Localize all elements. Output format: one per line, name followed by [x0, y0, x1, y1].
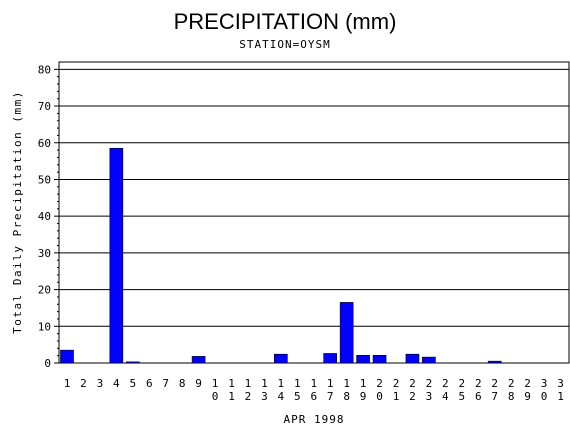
x-tick-label: 2 — [376, 377, 383, 390]
grid-lines — [59, 68, 569, 327]
x-tick-label: 2 — [80, 377, 87, 390]
bar-day-5 — [126, 361, 140, 364]
x-tick-label: 2 — [426, 377, 433, 390]
x-tick-label: 1 — [228, 377, 235, 390]
chart-title: PRECIPITATION (mm) — [174, 9, 397, 34]
x-tick-label: 2 — [409, 390, 416, 403]
x-tick-label: 9 — [195, 377, 202, 390]
x-tick-label: 2 — [508, 377, 515, 390]
x-tick-label: 5 — [129, 377, 136, 390]
x-tick-label: 3 — [97, 377, 104, 390]
y-tick-label: 0 — [44, 357, 51, 370]
bar-day-20 — [372, 354, 387, 364]
x-tick-label: 4 — [113, 377, 120, 390]
x-axis-label: APR 1998 — [284, 413, 345, 426]
plot-area — [58, 61, 570, 364]
y-axis-label: Total Daily Precipitation (mm) — [11, 90, 24, 334]
y-tick-label: 80 — [38, 63, 51, 76]
y-tick-label: 30 — [38, 247, 51, 260]
x-tick-label: 1 — [278, 377, 285, 390]
x-tick-label: 1 — [212, 377, 219, 390]
y-tick-label: 60 — [38, 137, 51, 150]
y-axis-ticks: 0 10 20 30 40 50 60 70 80 — [38, 63, 59, 370]
x-tick-label: 1 — [360, 377, 367, 390]
x-tick-label: 1 — [261, 377, 268, 390]
x-tick-label: 2 — [524, 377, 531, 390]
x-tick-label: 1 — [343, 377, 350, 390]
y-tick-label: 70 — [38, 100, 51, 113]
x-tick-label: 3 — [426, 390, 433, 403]
x-tick-label: 9 — [524, 390, 531, 403]
x-tick-label: 6 — [310, 390, 317, 403]
x-tick-label: 2 — [475, 377, 482, 390]
x-tick-label: 6 — [475, 390, 482, 403]
x-tick-label: 4 — [278, 390, 285, 403]
bar-day-22 — [405, 353, 420, 364]
x-tick-label: 2 — [491, 377, 498, 390]
x-tick-label: 3 — [557, 377, 564, 390]
x-tick-label: 2 — [409, 377, 416, 390]
x-tick-label: 7 — [491, 390, 498, 403]
bar-day-27 — [487, 360, 502, 364]
x-tick-label: 4 — [442, 390, 449, 403]
y-tick-label: 20 — [38, 284, 51, 297]
x-tick-label: 5 — [294, 390, 301, 403]
x-tick-label: 5 — [458, 390, 465, 403]
x-tick-label: 7 — [162, 377, 169, 390]
bar-day-19 — [356, 354, 370, 364]
chart-subtitle: STATION=OYSM — [239, 38, 330, 51]
x-tick-label: 2 — [458, 377, 465, 390]
bar-day-23 — [422, 356, 436, 364]
x-tick-label: 0 — [212, 390, 219, 403]
x-tick-label: 2 — [393, 377, 400, 390]
x-tick-label: 0 — [376, 390, 383, 403]
x-tick-label: 6 — [146, 377, 153, 390]
x-tick-label: 1 — [294, 377, 301, 390]
bar-day-9 — [191, 356, 206, 364]
x-tick-label: 1 — [327, 377, 334, 390]
x-tick-label: 8 — [179, 377, 186, 390]
x-tick-label: 8 — [343, 390, 350, 403]
x-tick-label: 9 — [360, 390, 367, 403]
x-tick-label: 1 — [557, 390, 564, 403]
x-tick-label: 1 — [245, 377, 252, 390]
bar-day-4 — [109, 147, 124, 364]
x-axis-ticks: 1 2 3 4 5 6 7 8 9 1011121314151617181920212223242… — [64, 377, 564, 403]
bar-day-1 — [60, 349, 74, 364]
x-tick-label: 8 — [508, 390, 515, 403]
x-tick-label: 3 — [261, 390, 268, 403]
x-tick-label: 2 — [442, 377, 449, 390]
x-tick-label: 0 — [541, 390, 548, 403]
x-tick-label: 7 — [327, 390, 334, 403]
bars — [60, 147, 502, 364]
x-tick-label: 3 — [541, 377, 548, 390]
bar-day-18 — [339, 302, 354, 364]
x-tick-label: 1 — [228, 390, 235, 403]
y-tick-label: 40 — [38, 210, 51, 223]
x-tick-label: 1 — [393, 390, 400, 403]
y-tick-label: 10 — [38, 320, 51, 333]
x-tick-label: 1 — [310, 377, 317, 390]
bar-day-14 — [274, 353, 288, 364]
x-tick-label: 2 — [245, 390, 252, 403]
y-tick-label: 50 — [38, 173, 51, 186]
bar-day-17 — [323, 353, 338, 364]
x-tick-label: 1 — [64, 377, 71, 390]
